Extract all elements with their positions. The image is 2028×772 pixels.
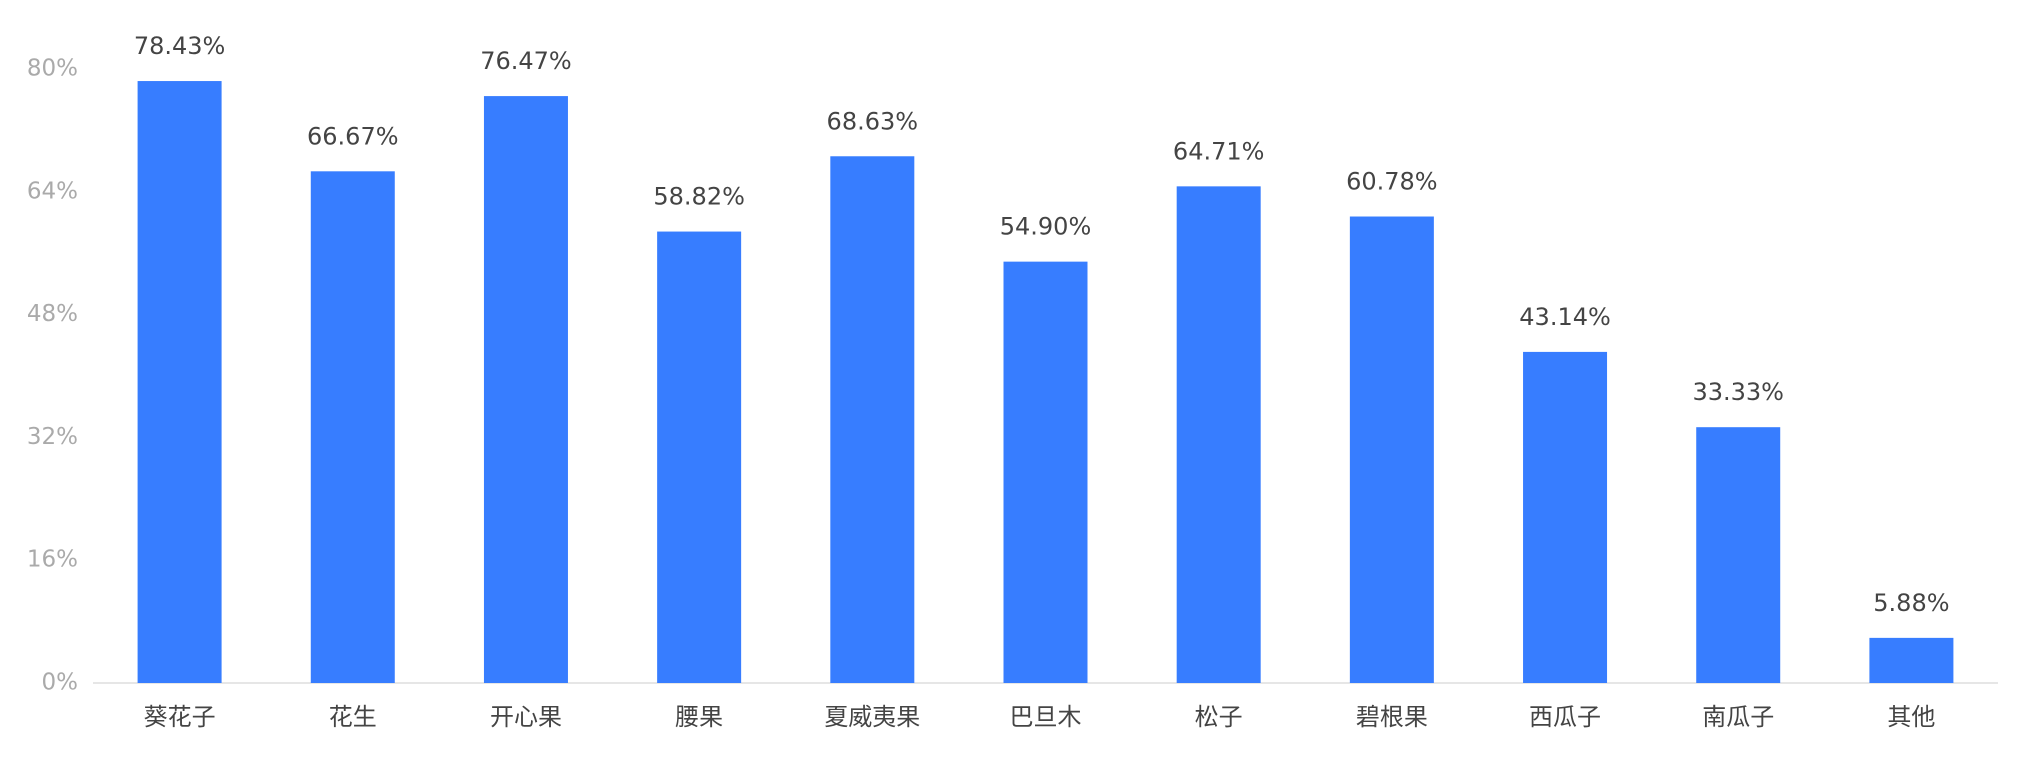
x-tick-label: 松子 [1195,703,1243,731]
x-tick-label: 其他 [1887,703,1935,731]
bar [1523,351,1608,683]
bar [1176,186,1261,683]
bar [310,171,395,684]
bar [657,231,742,683]
data-label: 76.47% [480,47,572,75]
data-label: 78.43% [134,32,226,60]
bar [1696,427,1781,683]
bar [483,96,568,683]
x-tick-label: 巴旦木 [1010,703,1082,731]
y-tick-label: 0% [42,670,79,696]
y-tick-label: 48% [27,301,78,327]
y-tick-label: 64% [27,178,78,204]
y-tick-label: 32% [27,424,78,450]
x-tick-label: 腰果 [675,703,723,731]
bar [1349,216,1434,684]
x-tick-label: 南瓜子 [1702,703,1774,731]
x-tick-label: 开心果 [490,703,562,731]
x-tick-label: 花生 [329,703,377,731]
y-tick-label: 16% [27,547,78,573]
data-label: 64.71% [1173,137,1265,165]
x-tick-label: 西瓜子 [1529,703,1601,731]
data-label: 43.14% [1519,303,1611,331]
data-label: 5.88% [1873,589,1949,617]
y-tick-label: 80% [27,56,78,82]
data-label: 58.82% [653,183,745,211]
bar [137,81,222,684]
x-tick-label: 夏威夷果 [824,703,920,731]
data-label: 54.90% [1000,213,1092,241]
bar [830,156,915,683]
data-label: 33.33% [1692,378,1784,406]
data-label: 68.63% [827,107,919,135]
x-tick-label: 葵花子 [144,703,216,731]
data-label: 60.78% [1346,168,1438,196]
data-label: 66.67% [307,122,399,150]
x-tick-label: 碧根果 [1356,703,1428,731]
bar [1869,637,1954,683]
bar [1003,261,1088,683]
